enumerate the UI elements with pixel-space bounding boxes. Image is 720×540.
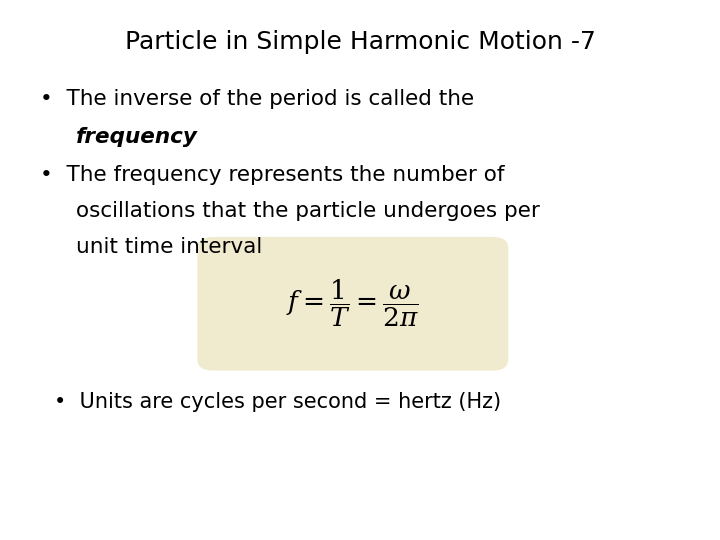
FancyBboxPatch shape (198, 238, 508, 370)
Text: •  The inverse of the period is called the: • The inverse of the period is called th… (40, 89, 474, 109)
Text: unit time interval: unit time interval (76, 237, 262, 257)
Text: •  Units are cycles per second = hertz (Hz): • Units are cycles per second = hertz (H… (54, 392, 501, 411)
Text: oscillations that the particle undergoes per: oscillations that the particle undergoes… (76, 201, 539, 221)
Text: Particle in Simple Harmonic Motion -7: Particle in Simple Harmonic Motion -7 (125, 30, 595, 53)
Text: frequency: frequency (76, 127, 197, 147)
Text: •  The frequency represents the number of: • The frequency represents the number of (40, 165, 504, 185)
Text: $f = \dfrac{1}{T} = \dfrac{\omega}{2\pi}$: $f = \dfrac{1}{T} = \dfrac{\omega}{2\pi}… (287, 278, 419, 329)
